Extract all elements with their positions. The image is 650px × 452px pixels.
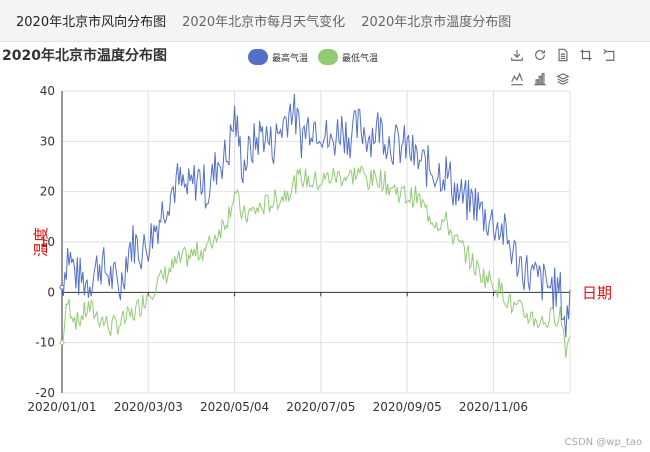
- legend-label-min: 最低气温: [342, 53, 379, 64]
- x-tick-label: 2020/11/06: [459, 400, 528, 414]
- y-tick-label: 0: [47, 285, 55, 299]
- zoom-icon[interactable]: [577, 46, 595, 64]
- chart-legend: 最高气温 最低气温: [248, 49, 388, 65]
- line-chart-icon[interactable]: [508, 70, 526, 88]
- tab-temperature[interactable]: 2020年北京市温度分布图: [361, 15, 512, 30]
- x-tick-label: 2020/09/05: [373, 400, 442, 414]
- x-axis-label: 日期: [582, 284, 612, 302]
- legend-item-max-temp[interactable]: 最高气温: [248, 49, 308, 65]
- legend-label-max: 最高气温: [272, 53, 309, 64]
- y-tick-label: 10: [40, 235, 55, 249]
- x-tick-label: 2020/05/04: [200, 400, 269, 414]
- legend-item-min-temp[interactable]: 最低气温: [318, 49, 378, 65]
- y-tick-label: 40: [40, 84, 55, 98]
- series-line-min-temp: [61, 165, 571, 359]
- x-tick-label: 2020/03/03: [114, 400, 183, 414]
- y-tick-label: -10: [35, 336, 55, 350]
- legend-swatch-max: [248, 49, 268, 65]
- stack-icon[interactable]: [554, 70, 572, 88]
- tab-wind-direction[interactable]: 2020年北京市风向分布图: [16, 15, 167, 30]
- y-tick-label: -20: [35, 386, 55, 400]
- y-tick-label: 20: [40, 185, 55, 199]
- chart-title: 2020年北京市温度分布图: [2, 48, 167, 64]
- x-tick-label: 2020/01/01: [27, 400, 96, 414]
- point-min-start: [59, 340, 65, 346]
- y-axis-label: 温度: [32, 227, 50, 257]
- download-icon[interactable]: [508, 46, 526, 64]
- series-line-max-temp: [61, 93, 571, 338]
- x-tick-label: 2020/07/05: [286, 400, 355, 414]
- bar-chart-icon[interactable]: [531, 70, 549, 88]
- chart-series: [59, 93, 571, 359]
- watermark: CSDN @wp_tao: [564, 437, 642, 448]
- tab-bar: 2020年北京市风向分布图 2020年北京市每月天气变化 2020年北京市温度分…: [0, 0, 650, 42]
- point-max-start: [59, 284, 65, 290]
- chart-axes: -20 -10 0 10 20 30 40 2020/01/01 2020/03/03 2020/…: [27, 84, 570, 414]
- y-tick-label: 30: [40, 134, 55, 148]
- zoom-reset-icon[interactable]: [600, 46, 618, 64]
- refresh-icon[interactable]: [531, 46, 549, 64]
- tab-monthly-weather[interactable]: 2020年北京市每月天气变化: [182, 15, 346, 30]
- legend-swatch-min: [318, 49, 339, 65]
- data-view-icon[interactable]: [554, 46, 572, 64]
